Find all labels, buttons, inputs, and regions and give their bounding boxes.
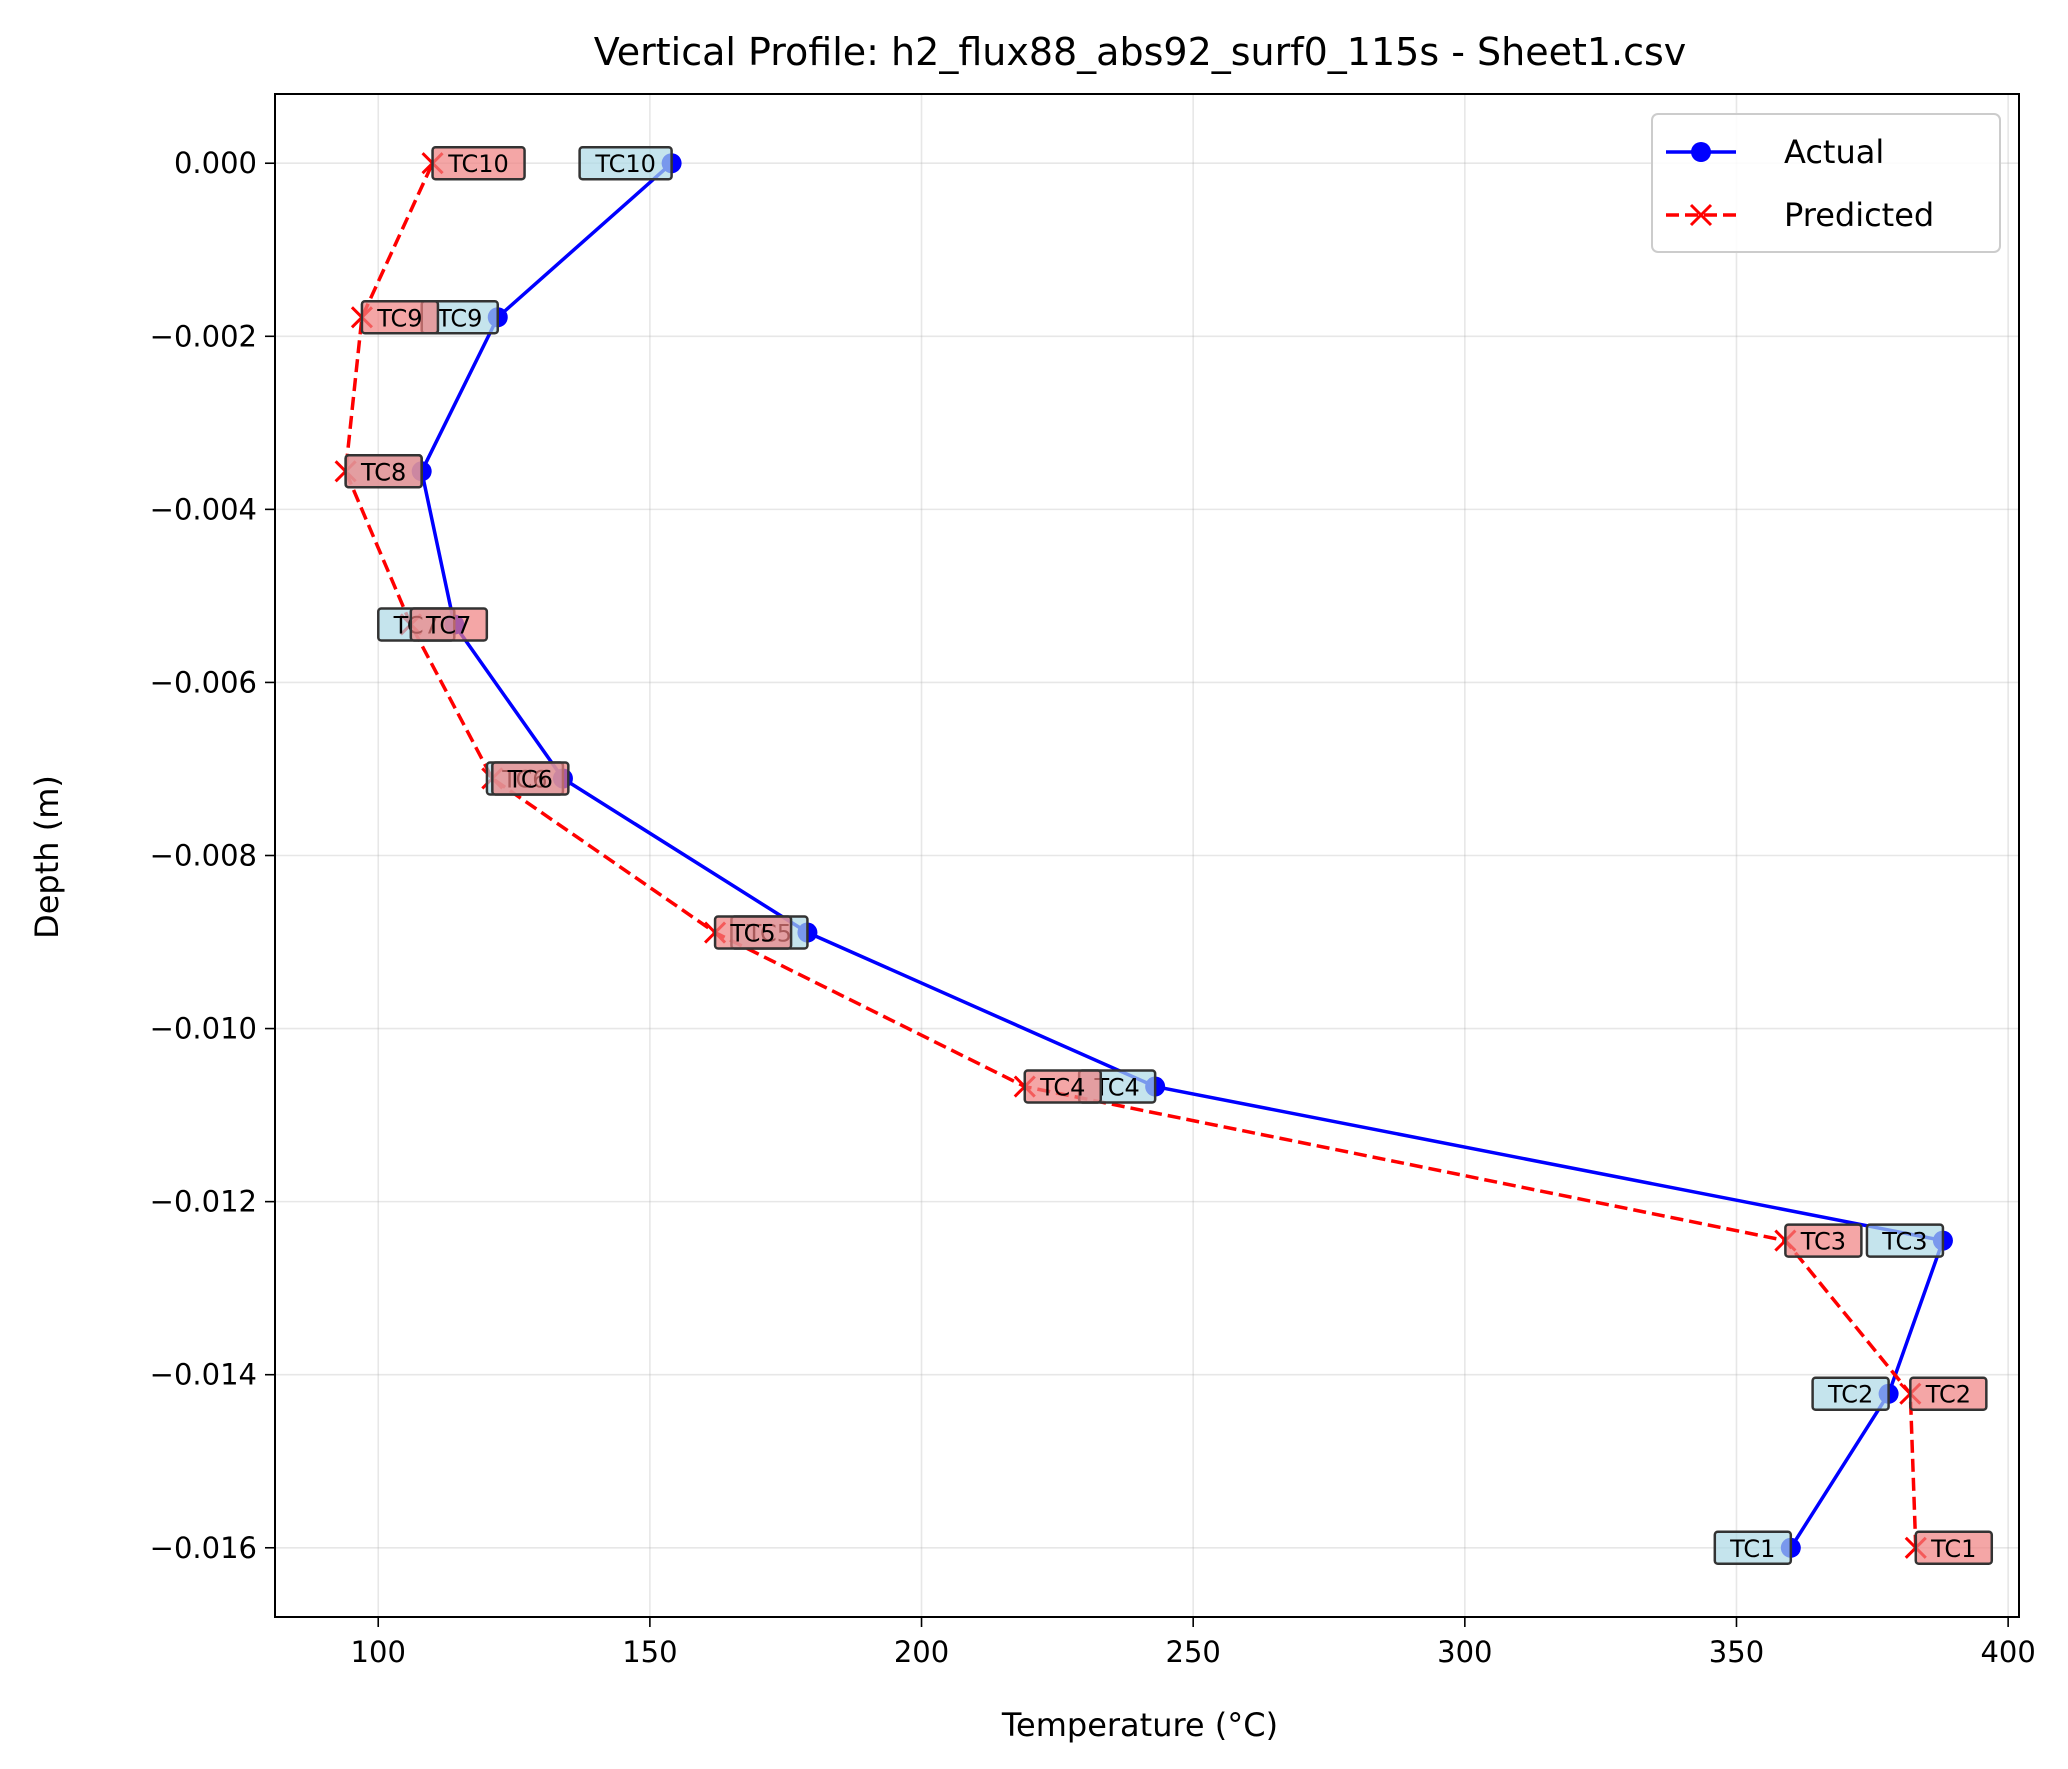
point-label-actual-tc2: TC2 [1811, 1376, 1890, 1411]
point-label-box [1914, 1530, 1994, 1566]
point-label-box [1023, 1069, 1103, 1104]
point-label-box [1865, 1223, 1945, 1258]
legend-item-actual: Actual [1666, 133, 1884, 171]
y-tick-label-3: −0.006 [150, 665, 257, 699]
y-tick-label-8: −0.016 [150, 1531, 257, 1565]
x-axis-label: Temperature (°C) [1001, 1706, 1278, 1744]
point-label-text: TC6 [507, 765, 553, 793]
y-tick-label-2: −0.004 [150, 492, 257, 526]
point-label-actual-tc10: TC10 [578, 145, 673, 181]
point-label-text: TC2 [1827, 1381, 1873, 1409]
y-tick-label-6: −0.012 [150, 1185, 257, 1219]
point-label-predicted-tc7: TC7 [409, 607, 489, 642]
point-label-box [360, 300, 440, 335]
point-label-actual-tc9: TC9 [420, 300, 500, 335]
point-label-text: TC9 [436, 304, 482, 332]
point-label-text: TC3 [1881, 1228, 1927, 1256]
x-tick-label-5: 350 [1709, 1635, 1764, 1669]
point-label-predicted-tc6: TC6 [491, 761, 570, 796]
x-tick-label-0: 100 [351, 1635, 406, 1669]
y-tick-label-1: −0.002 [150, 319, 257, 353]
x-tick-label-3: 250 [1166, 1635, 1221, 1669]
point-label-text: TC2 [1925, 1381, 1971, 1409]
point-label-box [1713, 1530, 1793, 1566]
point-label-actual-tc3: TC3 [1865, 1223, 1945, 1258]
legend-marker [1691, 142, 1711, 162]
y-tick-label-7: −0.014 [150, 1358, 257, 1392]
point-label-predicted-tc2: TC2 [1909, 1376, 1988, 1411]
point-label-box [491, 761, 570, 796]
y-tick-label-4: −0.008 [150, 839, 257, 873]
y-tick-label-5: −0.010 [150, 1012, 257, 1046]
point-label-predicted-tc3: TC3 [1784, 1223, 1863, 1258]
point-label-predicted-tc9: TC9 [360, 300, 440, 335]
legend-label: Predicted [1784, 196, 1934, 234]
point-label-actual-tc1: TC1 [1713, 1530, 1793, 1566]
series-line-predicted [343, 162, 1918, 1548]
x-tick-label-1: 150 [622, 1635, 677, 1669]
point-label-text: TC7 [425, 611, 471, 639]
legend-item-predicted: Predicted [1666, 196, 1934, 234]
point-label-box [713, 915, 793, 950]
point-label-box [409, 607, 489, 642]
point-label-text: TC4 [1039, 1074, 1085, 1102]
point-label-predicted-tc1: TC1 [1914, 1530, 1994, 1566]
plot-area: 100 150 200 250 300 350 400 0.000 −0.002 −0.004 −0… [150, 93, 2036, 1669]
point-label-text: TC5 [729, 920, 775, 948]
point-label-box [344, 454, 423, 489]
point-label-box [578, 145, 673, 181]
legend: Actual Predicted [1651, 113, 2001, 253]
point-label-box [1784, 1223, 1863, 1258]
point-label-text: TC1 [1729, 1535, 1775, 1563]
x-tick-label-4: 300 [1437, 1635, 1492, 1669]
point-label-box [431, 145, 526, 181]
axes-frame [274, 93, 2020, 1618]
y-axis-label: Depth (m) [28, 775, 66, 939]
point-label-predicted-tc10: TC10 [431, 145, 526, 181]
point-label-box [1811, 1376, 1890, 1411]
point-label-text: TC10 [447, 150, 509, 178]
legend-label: Actual [1784, 133, 1884, 171]
point-label-text: TC3 [1800, 1228, 1846, 1256]
point-label-box [1909, 1376, 1988, 1411]
point-label-text: TC1 [1930, 1535, 1976, 1563]
point-label-text: TC10 [594, 150, 656, 178]
chart-title: Vertical Profile: h2_flux88_abs92_surf0_… [594, 30, 1687, 74]
legend-marker [1689, 203, 1713, 227]
point-label-predicted-tc5: TC5 [713, 915, 793, 950]
point-label-predicted-tc4: TC4 [1023, 1069, 1103, 1104]
x-tick-label-2: 200 [894, 1635, 949, 1669]
point-label-predicted-tc8: TC8 [344, 454, 423, 489]
point-label-text: TC9 [376, 304, 422, 332]
point-label-text: TC8 [360, 458, 406, 486]
x-tick-label-6: 400 [1980, 1635, 2035, 1669]
series-line-actual [419, 161, 1945, 1549]
legend-box [1651, 113, 2001, 253]
y-tick-label-0: 0.000 [174, 146, 257, 180]
